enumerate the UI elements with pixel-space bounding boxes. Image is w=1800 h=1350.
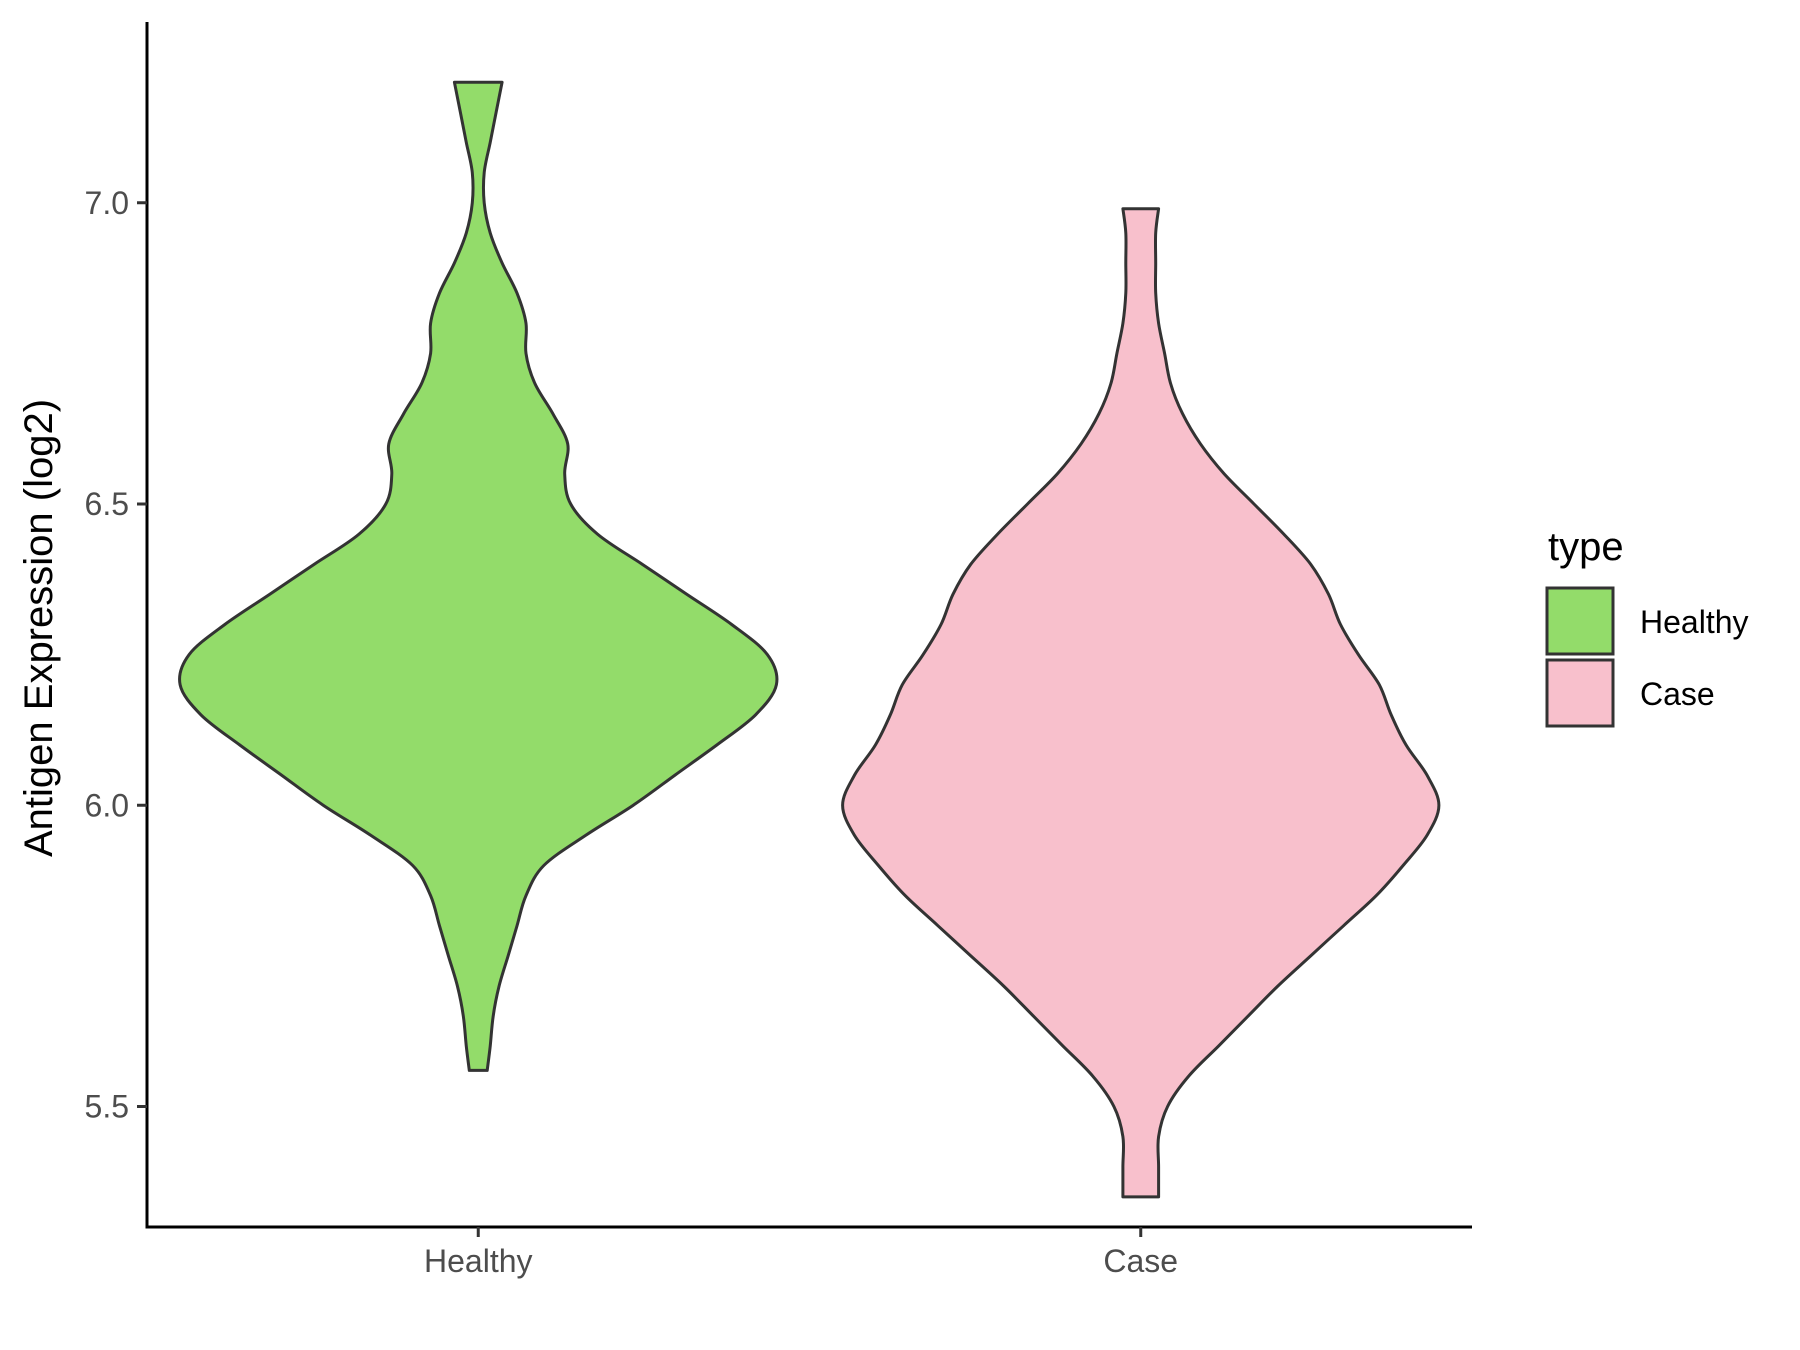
x-tick-label: Healthy — [424, 1243, 533, 1279]
y-ticks: 5.5 6.0 6.5 7.0 — [85, 185, 147, 1125]
y-tick-label: 6.0 — [85, 787, 129, 823]
violin-case — [841, 207, 1441, 1199]
violin-healthy — [178, 80, 779, 1072]
violins — [178, 80, 1441, 1199]
y-tick-label: 6.5 — [85, 486, 129, 522]
legend-swatch-case — [1545, 658, 1615, 728]
x-ticks: Healthy Case — [424, 1227, 1178, 1279]
y-axis-title: Antigen Expression (log2) — [17, 399, 61, 857]
legend-label-case: Case — [1640, 676, 1715, 712]
legend-title: type — [1548, 525, 1624, 569]
legend: type Healthy Case — [1545, 525, 1749, 728]
x-tick-label: Case — [1103, 1243, 1178, 1279]
legend-label-healthy: Healthy — [1640, 604, 1749, 640]
legend-swatch-healthy — [1545, 586, 1615, 656]
y-tick-label: 7.0 — [85, 185, 129, 221]
y-tick-label: 5.5 — [85, 1089, 129, 1125]
legend-items: Healthy Case — [1545, 586, 1749, 728]
